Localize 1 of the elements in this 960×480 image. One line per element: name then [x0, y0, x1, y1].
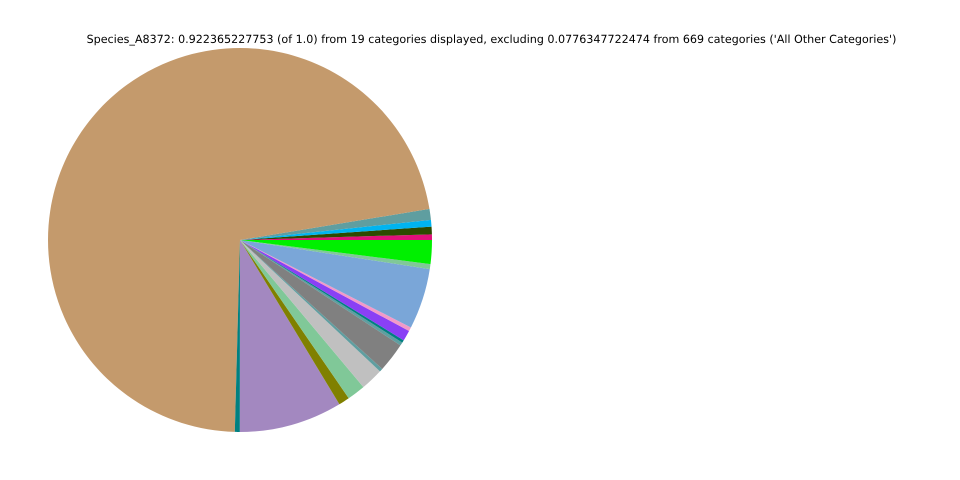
text: Species_A8372: 0.922365227753 (of 1.0) from 19 categories displayed, excluding 0.0776347722474 from 669 categories ('All Other Categories')	[87, 34, 896, 46]
